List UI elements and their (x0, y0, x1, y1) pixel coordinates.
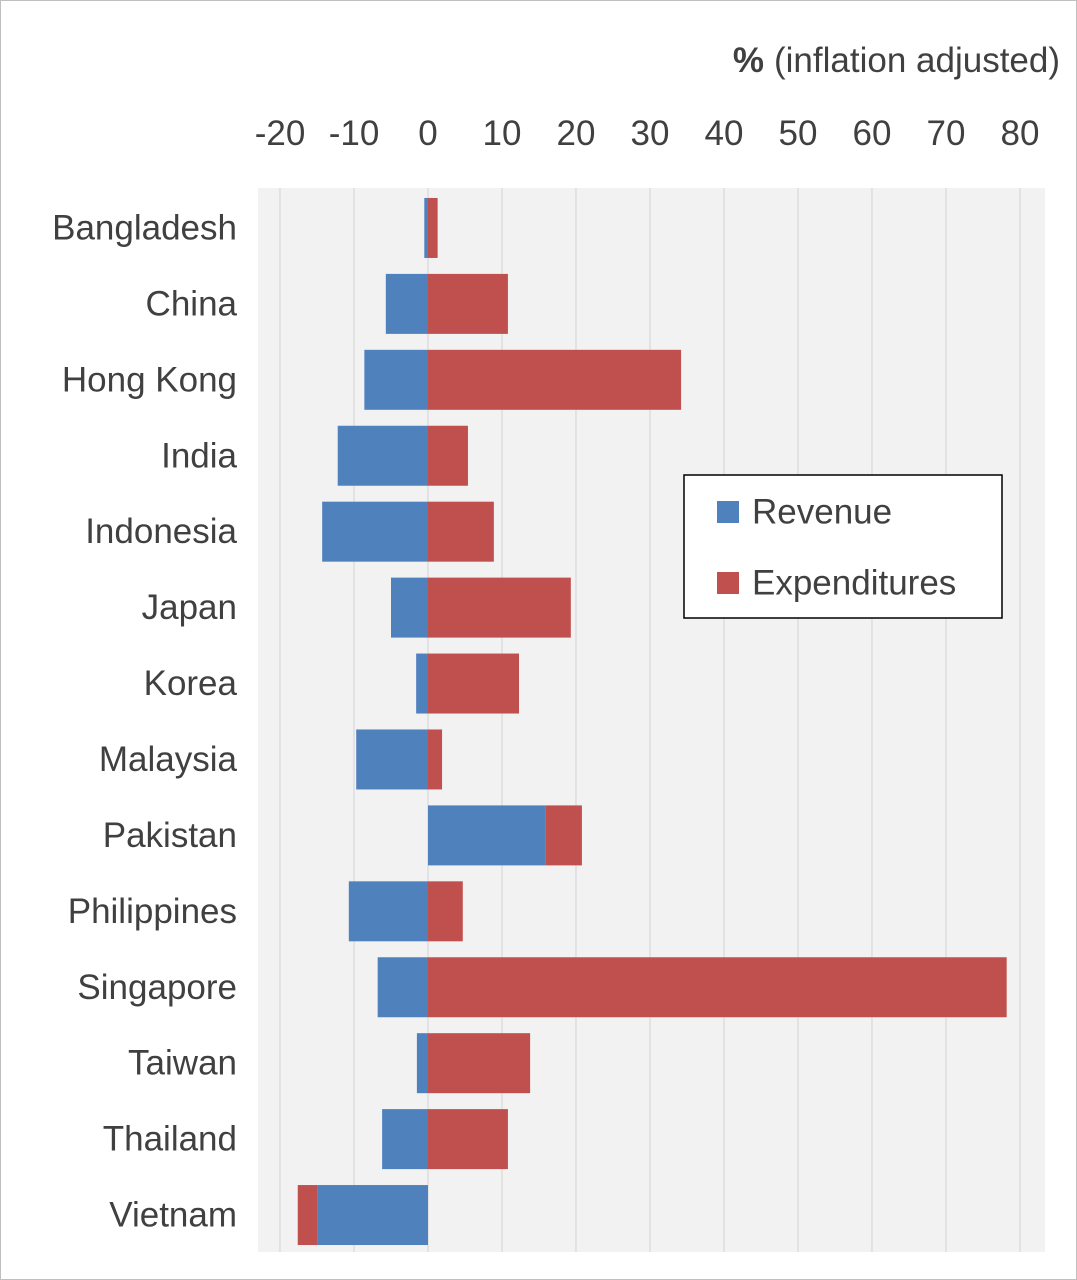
bar-expenditures-taiwan (428, 1033, 531, 1094)
bar-expenditures-pakistan (545, 805, 582, 866)
legend-box (683, 474, 1003, 619)
x-tick-label: 70 (927, 114, 966, 153)
category-label-japan: Japan (142, 588, 237, 627)
bar-revenue-japan (391, 577, 428, 638)
category-label-singapore: Singapore (77, 968, 237, 1007)
bar-expenditures-hong-kong (428, 349, 682, 410)
plot-area (258, 188, 1045, 1252)
category-label-pakistan: Pakistan (103, 816, 237, 855)
category-label-vietnam: Vietnam (109, 1196, 237, 1235)
axis-title-unit: % (733, 41, 764, 80)
bar-expenditures-indonesia (428, 501, 494, 562)
category-label-korea: Korea (144, 664, 238, 703)
category-label-bangladesh: Bangladesh (52, 208, 237, 247)
bar-revenue-singapore (377, 957, 428, 1018)
bar-expenditures-singapore (428, 957, 1007, 1018)
bar-revenue-pakistan (428, 805, 546, 866)
x-tick-label: 30 (631, 114, 670, 153)
bar-revenue-vietnam (317, 1185, 428, 1246)
axis-title: % (inflation adjusted) (733, 41, 1060, 80)
bar-expenditures-china (428, 273, 508, 334)
bars (297, 197, 1007, 1246)
gridlines (279, 188, 1021, 1252)
x-tick-label: 0 (418, 114, 437, 153)
bar-revenue-korea (416, 653, 428, 714)
category-label-china: China (146, 284, 238, 323)
legend-label-revenue: Revenue (752, 493, 892, 532)
bar-revenue-china (385, 273, 428, 334)
x-tick-label: 20 (557, 114, 596, 153)
bar-expenditures-korea (428, 653, 520, 714)
bar-expenditures-malaysia (428, 729, 443, 790)
bar-revenue-taiwan (416, 1033, 428, 1094)
category-label-hong-kong: Hong Kong (62, 360, 237, 399)
x-tick-label: 10 (483, 114, 522, 153)
bar-expenditures-vietnam (297, 1185, 318, 1246)
x-tick-label: 80 (1001, 114, 1040, 153)
x-tick-label: 40 (705, 114, 744, 153)
bar-revenue-bangladesh (424, 197, 428, 258)
bar-expenditures-bangladesh (428, 197, 438, 258)
bar-revenue-india (337, 425, 428, 486)
legend-swatch-revenue (717, 501, 739, 523)
x-axis-tick-labels: -20 -10 0 10 20 30 40 50 60 70 80 (255, 114, 1040, 153)
x-tick-label: -20 (255, 114, 306, 153)
bar-revenue-indonesia (322, 501, 428, 562)
legend: Revenue Expenditures (683, 474, 1003, 619)
legend-label-expenditures: Expenditures (752, 564, 956, 603)
x-tick-label: -10 (329, 114, 380, 153)
category-label-india: India (161, 436, 237, 475)
x-tick-label: 60 (853, 114, 892, 153)
bar-revenue-malaysia (356, 729, 428, 790)
bar-expenditures-india (428, 425, 468, 486)
axis-title-text: (inflation adjusted) (774, 41, 1060, 80)
bar-expenditures-japan (428, 577, 571, 638)
category-label-thailand: Thailand (103, 1120, 237, 1159)
category-label-taiwan: Taiwan (128, 1044, 237, 1083)
bar-revenue-thailand (382, 1109, 428, 1170)
legend-swatch-expenditures (717, 572, 739, 594)
bar-revenue-hong-kong (364, 349, 428, 410)
bar-revenue-philippines (348, 881, 428, 942)
category-label-indonesia: Indonesia (85, 512, 237, 551)
bar-expenditures-thailand (428, 1109, 508, 1170)
category-labels: Bangladesh China Hong Kong India Indonesia Ja… (52, 208, 237, 1234)
category-label-malaysia: Malaysia (99, 740, 238, 779)
bar-expenditures-philippines (428, 881, 463, 942)
x-tick-label: 50 (779, 114, 818, 153)
category-label-philippines: Philippines (68, 892, 237, 931)
